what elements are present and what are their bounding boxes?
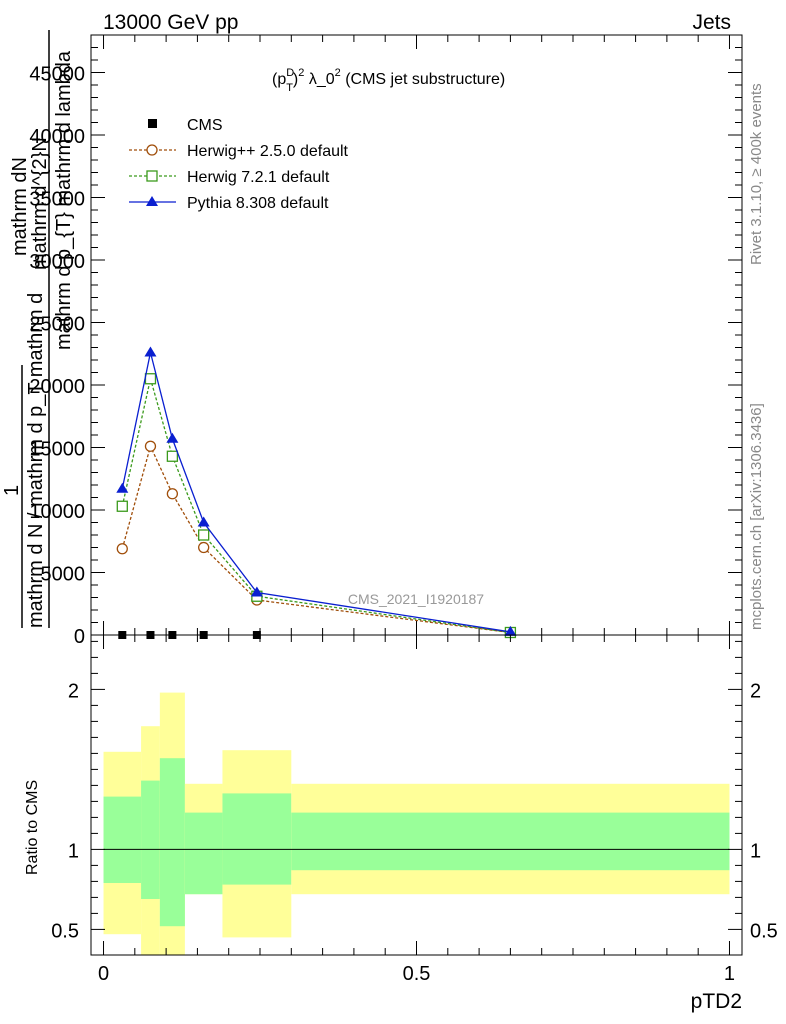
x-tick-label: 0 <box>98 963 109 985</box>
y-label-one: 1 <box>1 485 23 496</box>
series-line-3 <box>121 352 511 633</box>
rivet-label: Rivet 3.1.10, ≥ 400k events <box>748 83 765 265</box>
ratio-panel: 0.5 0.51 12 2 0 0.5 1 Ratio to CMS pTD2 <box>24 634 778 1013</box>
ratio-band-inner <box>103 796 142 883</box>
main-y-tick-label: 40000 <box>29 126 85 148</box>
ratio-band-inner <box>184 812 223 895</box>
ratio-band-inner <box>159 758 185 927</box>
ratio-y-tick-label: 0.5 <box>51 920 79 942</box>
main-y-tick-label: 35000 <box>29 189 85 211</box>
legend-label-herwig7: Herwig 7.2.1 default <box>187 169 330 186</box>
ratio-y-tick-label-right: 0.5 <box>750 920 778 942</box>
main-y-ticks: 0 5000 10000 15000 20000 25000 30000 35000 40000… <box>29 34 742 648</box>
plot-title-sup2: 2 <box>298 67 304 79</box>
ratio-y-tick-label: 1 <box>68 840 79 862</box>
plot-title-mid: ) <box>293 71 298 88</box>
data-point <box>166 432 179 443</box>
plot-title: (pD T)2 λ_02 (CMS jet substructure) <box>272 67 505 94</box>
plot-title-post: (CMS jet substructure) <box>341 71 505 88</box>
mcplots-label: mcplots.cern.ch [arXiv:1306.3436] <box>748 403 765 630</box>
legend: CMS Herwig++ 2.5.0 default Herwig 7.2.1 … <box>129 117 349 212</box>
ratio-y-axis-label: Ratio to CMS <box>24 780 41 875</box>
data-point <box>116 500 128 512</box>
plot-title-sup3: 2 <box>335 67 341 79</box>
data-point <box>197 516 210 527</box>
data-point <box>116 543 128 555</box>
main-y-tick-label: 45000 <box>29 64 85 86</box>
ratio-y-tick-label: 2 <box>68 680 79 702</box>
main-panel: 0 5000 10000 15000 20000 25000 30000 35000 40000… <box>1 30 743 648</box>
main-y-tick-label: 10000 <box>29 501 85 523</box>
main-y-axis-label: mathrm dN mathrm d^{2}N mathrm d p_{T} m… <box>1 30 75 628</box>
x-axis-label: pTD2 <box>691 990 742 1013</box>
ratio-bands <box>103 692 730 955</box>
main-y-tick-label: 30000 <box>29 251 85 273</box>
y-label-line1: mathrm dN <box>9 157 31 256</box>
data-point <box>166 450 179 462</box>
watermark: CMS_2021_I1920187 <box>348 591 484 607</box>
header-right-title: Jets <box>692 11 731 34</box>
data-point <box>144 440 157 452</box>
legend-entry-cms: CMS <box>148 117 223 134</box>
legend-marker-pythia <box>146 196 158 206</box>
data-point <box>198 541 210 554</box>
y-label-line2: mathrm d p_{T} mathrm d lambda <box>53 50 75 350</box>
legend-marker-herwig7 <box>146 170 158 182</box>
ratio-band-inner <box>291 812 730 871</box>
legend-label-herwigpp: Herwig++ 2.5.0 default <box>187 143 349 160</box>
plot-title-lambda: λ_0 <box>304 71 334 88</box>
data-point <box>144 346 157 357</box>
data-point <box>166 488 179 500</box>
data-point <box>504 625 517 636</box>
main-y-tick-label: 5000 <box>41 564 86 586</box>
x-tick-label: 1 <box>724 963 735 985</box>
x-tick-label: 0.5 <box>403 963 431 985</box>
legend-entry-herwig7: Herwig 7.2.1 default <box>129 169 330 186</box>
ratio-y-tick-label-right: 1 <box>750 840 761 862</box>
legend-label-pythia: Pythia 8.308 default <box>187 195 329 212</box>
data-point <box>250 586 263 597</box>
ratio-y-ticks: 0.5 0.5 1 1 2 2 <box>51 640 778 942</box>
header-left-title: 13000 GeV pp <box>103 11 238 34</box>
y-label-line1-full: mathrm d^{2}N <box>29 137 51 270</box>
plot-title-sub1: T <box>286 82 293 94</box>
plot-title-pre: (p <box>272 71 286 88</box>
ratio-x-ticks: 0 0.5 1 <box>98 635 735 985</box>
legend-marker-cms <box>148 119 157 128</box>
ratio-band-inner <box>141 780 160 899</box>
legend-label-cms: CMS <box>187 117 223 134</box>
ratio-band-inner <box>222 793 292 885</box>
main-y-tick-label: 15000 <box>29 439 85 461</box>
plot-title-sup1: D <box>286 67 294 79</box>
legend-marker-herwigpp <box>146 144 158 156</box>
legend-entry-herwigpp: Herwig++ 2.5.0 default <box>129 143 349 160</box>
y-label-line3: mathrm d N / mathrm d p_T mathrm d <box>25 293 47 628</box>
legend-entry-pythia: Pythia 8.308 default <box>129 195 329 212</box>
data-point <box>198 529 210 541</box>
data-point <box>116 482 129 493</box>
main-y-tick-label: 20000 <box>29 376 85 398</box>
main-y-tick-label: 0 <box>74 626 85 648</box>
ratio-y-tick-label-right: 2 <box>750 680 761 702</box>
data-point <box>144 373 157 385</box>
main-y-tick-label: 25000 <box>29 314 85 336</box>
